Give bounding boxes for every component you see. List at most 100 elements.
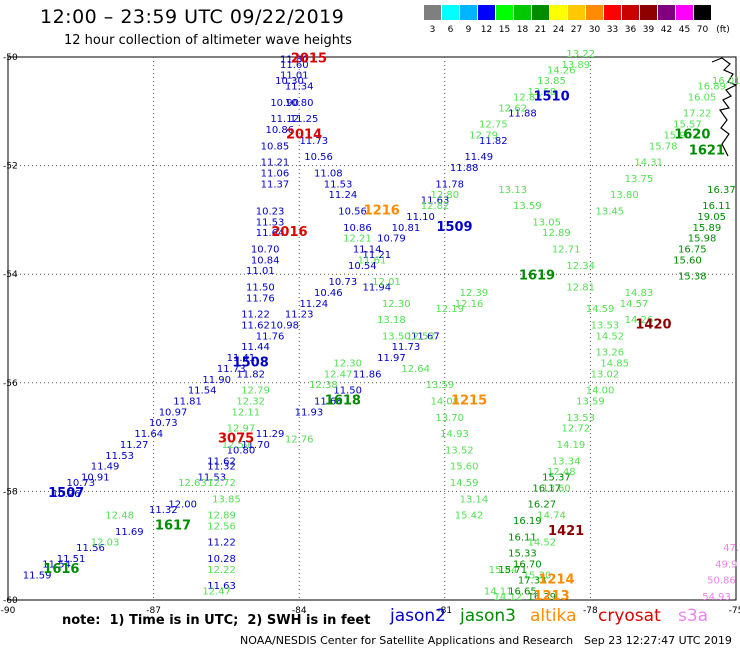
wave-height-value: 13.26 [595, 348, 624, 359]
wave-height-value: 11.54 [42, 559, 71, 570]
wave-height-value: 14.59 [450, 478, 479, 489]
wave-height-value: 12.47 [324, 369, 353, 380]
wave-height-value: 10.80 [227, 445, 256, 456]
pass-time-label: 1510 [533, 89, 569, 104]
wave-height-value: 11.76 [256, 331, 285, 342]
wave-height-value: 13.53 [591, 321, 620, 332]
scale-swatch [622, 5, 639, 20]
pass-time-label: 1620 [674, 127, 710, 142]
wave-height-value: 49.9 [715, 559, 737, 570]
wave-height-value: 16.17 [532, 483, 561, 494]
wave-height-value: 11.50 [333, 386, 362, 397]
wave-height-value: 12.82 [513, 92, 542, 103]
wave-height-value: 11.78 [435, 179, 464, 190]
wave-height-value: 15.98 [688, 234, 717, 245]
wave-height-value: 10.85 [261, 141, 290, 152]
wave-height-value: 54.93 [702, 592, 731, 603]
wave-height-value: 11.67 [411, 331, 440, 342]
lon-tick-label: -84 [292, 606, 307, 616]
wave-height-value: 13.05 [532, 217, 561, 228]
wave-height-value: 11.56 [76, 543, 105, 554]
map-subtitle: 12 hour collection of altimeter wave hei… [64, 33, 352, 48]
pass-time-label: 2015 [291, 51, 327, 66]
footer-note: note: 1) Time is in UTC; 2) SWH is in fe… [62, 613, 371, 628]
wave-height-value: 11.70 [241, 440, 270, 451]
wave-height-value: 11.88 [508, 109, 537, 120]
pass-time-label: 1617 [155, 518, 191, 533]
wave-height-value: 12.62 [498, 103, 527, 114]
wave-height-value: 16.75 [678, 244, 707, 255]
wave-height-value: 11.41 [227, 353, 256, 364]
wave-height-value: 10.46 [314, 288, 343, 299]
wave-height-value: 14.52 [528, 538, 557, 549]
wave-height-value: 50.86 [707, 576, 736, 587]
wave-height-value: 11.88 [450, 163, 479, 174]
wave-height-value: 15.71 [498, 565, 527, 576]
wave-height-value: 10.79 [377, 234, 406, 245]
pass-time-label: 3075 [218, 432, 254, 447]
wave-height-value: 12.75 [479, 120, 508, 131]
wave-height-value: 10.80 [285, 98, 314, 109]
wave-height-value: 11.49 [91, 462, 120, 473]
wave-height-value: 11.21 [363, 250, 392, 261]
scale-swatch [460, 5, 477, 20]
scale-label: 15 [498, 25, 511, 35]
wave-height-value: 11.62 [207, 456, 236, 467]
wave-height-value: 12.21 [343, 234, 372, 245]
wave-height-value: 11.50 [246, 282, 275, 293]
wave-height-value: 11.49 [464, 152, 493, 163]
wave-height-value: 11.51 [57, 554, 86, 565]
wave-height-value: 12.30 [382, 299, 411, 310]
wave-height-value: 11.54 [188, 386, 217, 397]
wave-height-value: 10.73 [329, 277, 358, 288]
wave-height-value: 16.37 [707, 185, 736, 196]
lat-tick-label: -58 [3, 487, 18, 497]
wave-height-value: 11.82 [236, 369, 265, 380]
wave-height-value: 11.24 [299, 299, 328, 310]
wave-height-value: 11.68 [314, 397, 343, 408]
wave-height-value: 15.37 [542, 473, 571, 484]
wave-height-value: 12.38 [309, 380, 338, 391]
wave-height-value: 12.64 [401, 364, 430, 375]
pass-time-label: 1508 [233, 356, 269, 371]
wave-height-value: 12.79 [469, 130, 498, 141]
wave-height-value: 11.63 [421, 196, 450, 207]
wave-height-value: 17.33 [518, 576, 547, 587]
wave-height-value: 10.73 [149, 418, 178, 429]
wave-height-value: 11.94 [363, 282, 392, 293]
wave-height-value: 11.27 [120, 440, 149, 451]
wave-height-value: 47. [723, 543, 739, 554]
lon-tick-label: -78 [583, 606, 598, 616]
pass-time-label: 1509 [436, 220, 472, 235]
scale-label: 21 [534, 25, 547, 35]
scale-swatch [442, 5, 459, 20]
wave-height-value: 10.97 [159, 407, 188, 418]
wave-height-value: 11.29 [256, 429, 285, 440]
wave-height-value: 10.56 [338, 206, 367, 217]
pass-time-label: 1216 [364, 203, 400, 218]
scale-label: 3 [429, 25, 436, 35]
wave-height-value: 15.33 [508, 549, 537, 560]
scale-label: 30 [588, 25, 601, 35]
wave-height-value: 10.86 [343, 223, 372, 234]
wave-height-value: 13.89 [562, 60, 591, 71]
wave-height-value: 11.01 [280, 71, 309, 82]
scale-label: 70 [696, 25, 709, 35]
wave-height-value: 14.26 [625, 315, 654, 326]
wave-height-value: 10.28 [207, 554, 236, 565]
legend-jason3: jason3 [460, 606, 516, 626]
footer-timestamp: Sep 23 12:27:47 UTC 2019 [584, 634, 732, 647]
wave-height-value: 13.59 [513, 201, 542, 212]
wave-height-value: 12.52 [406, 331, 435, 342]
wave-height-value: 12.76 [285, 435, 314, 446]
wave-height-value: 15.78 [649, 141, 678, 152]
scale-label: 36 [624, 25, 637, 35]
lat-tick-label: -54 [3, 270, 18, 280]
wave-height-value: 10.73 [66, 478, 95, 489]
wave-height-value: 10.30 [275, 76, 304, 87]
wave-height-value: 10.81 [392, 223, 421, 234]
wave-height-value: 11.53 [324, 179, 353, 190]
wave-height-value: 12.47 [202, 587, 231, 598]
wave-height-value: 10.98 [270, 321, 299, 332]
wave-height-value: 11.81 [173, 397, 202, 408]
